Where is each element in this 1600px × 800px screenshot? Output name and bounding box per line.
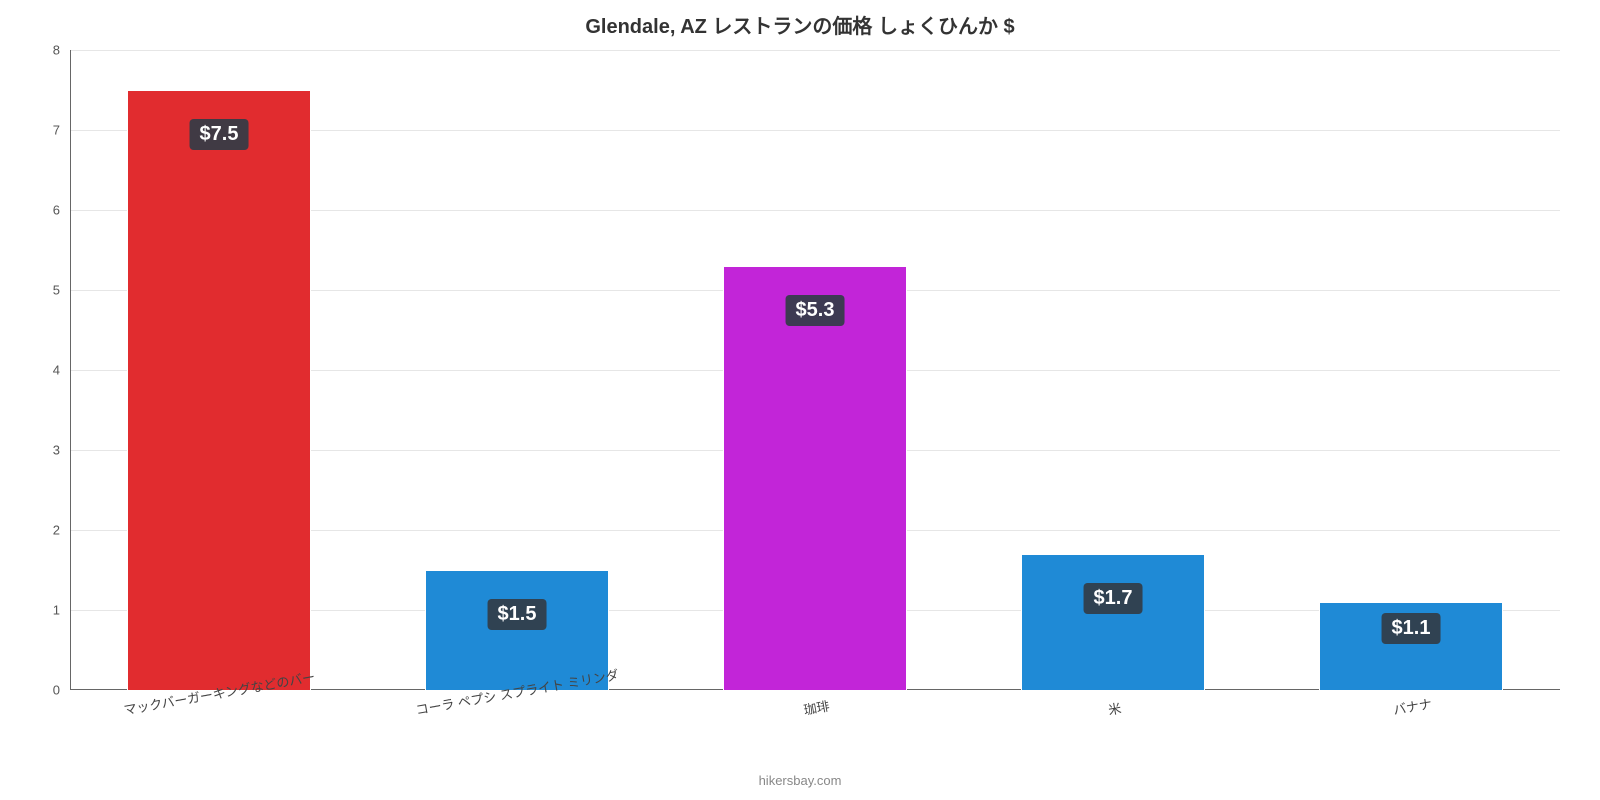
bar xyxy=(1021,554,1206,690)
bar xyxy=(723,266,908,690)
y-tick-label: 0 xyxy=(53,683,70,698)
value-badge: $5.3 xyxy=(786,295,845,326)
y-tick-label: 4 xyxy=(53,363,70,378)
y-tick-label: 1 xyxy=(53,603,70,618)
y-tick-label: 5 xyxy=(53,283,70,298)
x-tick-label: 珈琲 xyxy=(802,695,831,718)
y-tick-label: 2 xyxy=(53,523,70,538)
y-tick-label: 7 xyxy=(53,123,70,138)
bar-slot: $5.3珈琲 xyxy=(666,50,964,690)
y-tick-label: 3 xyxy=(53,443,70,458)
value-badge: $1.1 xyxy=(1382,613,1441,644)
bar xyxy=(127,90,312,690)
value-badge: $7.5 xyxy=(190,119,249,150)
x-tick-label: 米 xyxy=(1106,698,1122,719)
x-tick-label: バナナ xyxy=(1391,693,1433,718)
chart-title: Glendale, AZ レストランの価格 しょくひんか $ xyxy=(0,10,1600,39)
price-bar-chart: Glendale, AZ レストランの価格 しょくひんか $ $7.5マックバー… xyxy=(0,0,1600,800)
bar-slot: $7.5マックバーガーキングなどのバー xyxy=(70,50,368,690)
y-tick-label: 6 xyxy=(53,203,70,218)
value-badge: $1.5 xyxy=(488,599,547,630)
y-tick-label: 8 xyxy=(53,43,70,58)
bar-slot: $1.5コーラ ペプシ スプライト ミリンダ xyxy=(368,50,666,690)
bar-slot: $1.1バナナ xyxy=(1262,50,1560,690)
plot-area: $7.5マックバーガーキングなどのバー$1.5コーラ ペプシ スプライト ミリン… xyxy=(70,50,1560,690)
attribution-text: hikersbay.com xyxy=(0,773,1600,788)
bar-slot: $1.7米 xyxy=(964,50,1262,690)
value-badge: $1.7 xyxy=(1084,583,1143,614)
